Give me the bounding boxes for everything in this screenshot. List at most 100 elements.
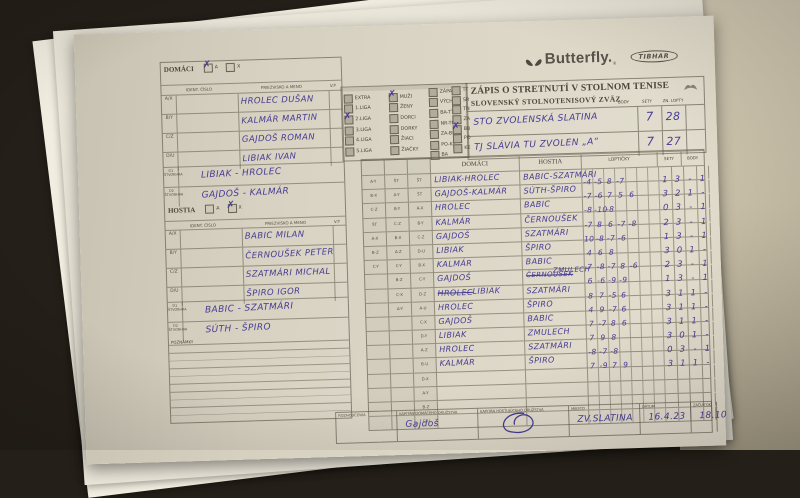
set-score-cell — [639, 252, 651, 267]
match-order-code — [367, 373, 392, 388]
sety-domaci-cell: 1 — [660, 223, 674, 242]
sety-hostia-cell: 1 — [675, 294, 689, 312]
footer-handwritten-value: 16.4.23 — [648, 411, 686, 423]
category-column: ✗ MUŽI ŽENY DORCI DORKY ŽIACI ŽIAČKY — [388, 89, 419, 156]
checkbox: ✗ — [343, 111, 354, 125]
match-order-code: C-X — [412, 315, 436, 330]
set-score-cell — [626, 196, 639, 210]
set-score-cell: 7 — [586, 325, 599, 342]
player-name-handwritten: KALMÁR MARTIN — [241, 112, 318, 127]
league-column: EXTRA 1.LIGA ✗ 2.LIGA 3.LIGA 4.LIGA 5.LIGA — [343, 93, 373, 157]
checkbox — [344, 125, 354, 136]
doubles-name-handwritten: SÚTH - ŠPIRO — [205, 322, 272, 336]
sety-hostia-cell: 2 — [671, 180, 685, 199]
set-score-cell: -7 — [607, 296, 620, 314]
body-hostia-cell: - — [700, 307, 714, 326]
checkbox-label: ŽENY — [400, 104, 413, 111]
player-vp-cell — [329, 109, 344, 129]
body-hostia-cell: - — [701, 350, 715, 368]
set-score-cell: -7 — [614, 168, 627, 186]
checkbox-label: A — [214, 65, 219, 71]
body-domaci-cell: 1 — [686, 237, 699, 255]
player-vp-cell — [333, 263, 349, 282]
checkbox-label: ZA — [463, 116, 471, 123]
match-order-code — [389, 316, 413, 331]
domaci-title: DOMÁCI — [163, 64, 194, 74]
set-score-cell — [638, 224, 651, 238]
score-col-sety: SETY — [641, 98, 653, 104]
checkbox-label: ŽIAČKY — [401, 147, 419, 153]
match-order-code — [390, 344, 414, 359]
team-sety-cell: 28 — [661, 105, 686, 131]
sety-hostia-cell: 1 — [674, 279, 688, 298]
checkbox-label: 5.LIGA — [356, 148, 373, 155]
body-hostia-cell: - — [699, 279, 713, 297]
player-name-handwritten: GAJDOŠ ROMAN — [241, 132, 316, 145]
checkbox — [453, 143, 463, 154]
match-hostia-cell: SZATMÁRI — [521, 226, 585, 242]
region-code-item: TT — [451, 86, 469, 96]
footer-cell-label: ROZHODCOVIA — [338, 413, 366, 418]
match-order-code — [365, 303, 390, 317]
set-score-cell — [620, 338, 632, 352]
checkbox-label: KE — [464, 145, 471, 151]
checkbox-label: X — [238, 205, 242, 211]
footer-handwritten-value: 18.10 — [699, 410, 728, 422]
set-score-cell — [599, 381, 611, 396]
body-domaci-cell — [690, 378, 704, 393]
checkbox-label: PO — [463, 136, 471, 142]
checkbox-label: TN — [463, 107, 470, 113]
doubles-name-cell: GAJDOŠ - KALMÁR — [179, 183, 343, 207]
match-domaci-name: LIBIAK — [438, 329, 467, 341]
match-order-code: A-Z — [413, 344, 437, 359]
match-hostia-name: SZATMÁRI — [526, 284, 571, 295]
doubles-name-cell: SÚTH - ŠPIRO — [183, 318, 347, 342]
handwritten-x-mark: ✗ — [202, 59, 212, 71]
team-name-cell: STO ZVOLENSKÁ SLATINA — [467, 107, 638, 136]
set-score-cell: 9 — [620, 352, 632, 370]
set-score-cell — [640, 281, 652, 295]
sety-domaci-cell: 2 — [661, 252, 675, 270]
set-score-cell — [629, 295, 642, 310]
body-hostia-cell: 1 — [698, 250, 712, 269]
set-score-cell — [637, 181, 649, 196]
body-hostia-cell — [702, 378, 716, 393]
set-score-cell — [628, 267, 641, 281]
set-score-cell — [621, 380, 633, 395]
set-score-cell: -10 — [593, 197, 608, 215]
checkbox — [428, 87, 438, 97]
roster-checkbox-wrap: ✗ X — [226, 200, 242, 214]
domaci-player-rows: A/X HROLEC DUŠAN B/Y KALMÁR MARTIN C/Z GAJDOŠ… — [161, 89, 345, 171]
match-domaci-cell: KALMÁR — [433, 256, 523, 273]
set-score-cell — [653, 337, 665, 351]
league-item: 4.LIGA — [344, 135, 372, 146]
checkbox — [429, 119, 439, 129]
score-col-lopty: ZN. LOPTY — [662, 97, 684, 104]
match-order-code: A-U — [411, 301, 436, 316]
match-order-code: B-X — [386, 231, 411, 246]
match-hostia-cell — [526, 382, 589, 398]
butterfly-logo-icon — [525, 58, 542, 66]
doubles-code: D1 ŠTVORHRA — [163, 167, 183, 187]
body-hostia-cell: 1 — [697, 194, 711, 212]
set-score-cell: 10 — [583, 225, 596, 243]
match-hostia-cell: ČERNOUŠEK ZMULECH — [522, 266, 590, 284]
set-score-cell — [629, 281, 641, 295]
match-order-code — [365, 288, 389, 303]
tibhar-logo: TIBHAR — [630, 49, 678, 63]
body-domaci-cell: - — [684, 194, 698, 213]
body-domaci-cell: 1 — [688, 322, 702, 340]
match-hostia-name: ŠPIRO — [525, 242, 552, 253]
match-order-code: ŠT — [363, 217, 387, 232]
checkbox — [451, 96, 462, 106]
doubles-name-handwritten: BABIC - SZATMÁRI — [204, 301, 294, 316]
match-grid: DOMÁCI HOSTIA LOPTIČKY SETY BODY A-Y ŠT ŠT… — [360, 148, 717, 432]
checkbox-label: SR — [462, 97, 470, 103]
set-score-cell — [625, 167, 638, 182]
player-name-cell: HROLEC DUŠAN — [239, 91, 329, 112]
body-domaci-cell: 1 — [688, 307, 702, 326]
set-score-cell: 6 — [618, 295, 631, 313]
match-hostia-name: ŠPIRO — [526, 299, 554, 310]
set-score-cell: 8 — [585, 282, 597, 300]
